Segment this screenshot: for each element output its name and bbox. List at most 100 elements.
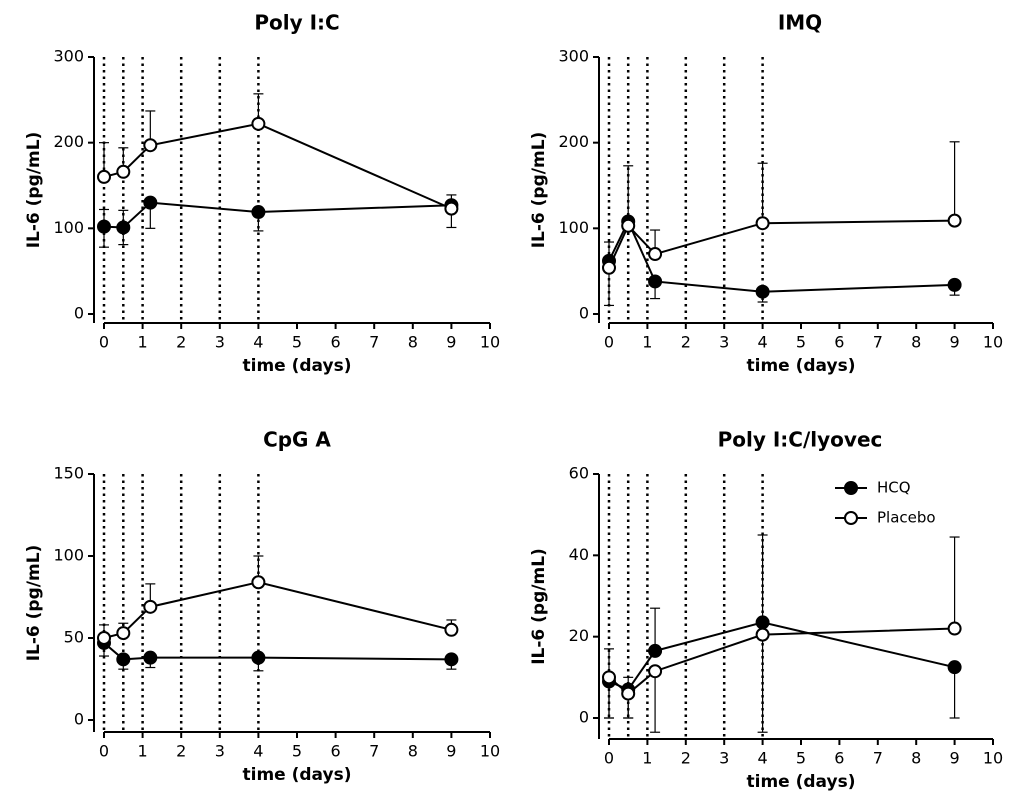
x-tick-label: 9 [950,333,960,352]
data-point-hcq [143,650,158,665]
data-point-hcq [755,284,770,299]
y-tick-label: 200 [558,132,589,151]
chart-title: Poly I:C/lyovec [718,428,883,452]
data-point-hcq [116,652,131,667]
y-tick-label: 200 [53,132,84,151]
x-tick-label: 2 [681,749,691,768]
x-tick-label: 3 [215,333,225,352]
y-tick-label: 0 [579,304,589,323]
data-point-hcq [251,205,266,220]
data-point-placebo [251,116,266,131]
series-line-placebo [608,219,955,269]
chart-title: IMQ [778,11,822,35]
data-point-placebo [621,218,636,233]
series-line-placebo [103,122,452,210]
y-tick-label: 300 [558,47,589,66]
x-tick-label: 3 [719,749,729,768]
data-point-placebo [116,626,131,641]
y-tick-label: 0 [579,708,589,727]
data-point-placebo [143,138,158,153]
y-axis-label: IL-6 (pg/mL) [24,545,44,662]
chart-title: Poly I:C [254,11,339,35]
chart-panel-2: IMQ 0 100 200 300 0 1 2 3 4 5 6 7 8 9 10 time (days) IL-6… [529,11,1003,377]
x-tick-label: 2 [681,333,691,352]
data-point-placebo [444,201,459,216]
y-tick-label: 50 [64,628,84,647]
x-tick-label: 1 [138,333,148,352]
x-tick-label: 8 [408,742,418,761]
y-tick-label: 0 [74,304,84,323]
data-point-hcq [143,195,158,210]
x-tick-label: 3 [719,333,729,352]
x-tick-label: 9 [446,333,456,352]
data-point-placebo [648,664,663,679]
legend-marker-hcq [844,481,858,495]
x-tick-label: 6 [331,333,341,352]
x-tick-label: 0 [99,742,109,761]
chart-panel-4: Poly I:C/lyovec 0 20 40 60 0 1 2 3 4 5 6 7 8 9 10 time (… [529,428,1003,793]
data-point-placebo [648,247,663,262]
x-tick-label: 1 [642,333,652,352]
y-tick-label: 100 [53,546,84,565]
x-axis-label: time (days) [243,765,352,785]
x-tick-label: 5 [292,333,302,352]
data-point-placebo [143,599,158,614]
x-tick-label: 4 [253,742,263,761]
legend-label-placebo: Placebo [877,509,936,527]
y-tick-label: 100 [558,218,589,237]
data-point-placebo [947,213,962,228]
x-tick-label: 1 [642,749,652,768]
x-tick-label: 7 [369,333,379,352]
legend: HCQ Placebo [835,479,936,527]
x-tick-label: 4 [253,333,263,352]
y-tick-label: 300 [53,47,84,66]
x-axis-label: time (days) [747,356,856,376]
data-point-placebo [251,575,266,590]
data-point-placebo [116,164,131,179]
data-point-hcq [755,615,770,630]
data-point-placebo [444,622,459,637]
x-tick-label: 3 [215,742,225,761]
chart-panel-1: Poly I:C 0 100 200 300 0 1 2 3 4 5 6 7 8 9 10 time (days… [24,11,500,377]
legend-marker-placebo [844,511,858,525]
x-tick-label: 7 [873,749,883,768]
x-tick-label: 5 [796,333,806,352]
data-point-placebo [755,627,770,642]
x-tick-label: 10 [983,333,1003,352]
y-axis-label: IL-6 (pg/mL) [24,132,44,249]
data-point-placebo [602,260,616,275]
data-point-placebo [602,670,616,685]
data-point-hcq [947,660,962,675]
series-line-hcq [608,621,955,691]
data-point-placebo [755,216,770,231]
x-tick-label: 5 [796,749,806,768]
y-axis-label: IL-6 (pg/mL) [529,132,549,249]
x-tick-label: 1 [138,742,148,761]
legend-label-hcq: HCQ [877,479,911,497]
data-point-hcq [648,643,663,658]
x-tick-label: 6 [834,333,844,352]
x-tick-label: 2 [176,742,186,761]
y-tick-label: 150 [53,464,84,483]
x-tick-label: 0 [99,333,109,352]
x-axis-label: time (days) [747,772,856,792]
y-tick-label: 20 [569,626,589,645]
series-line-placebo [608,627,955,695]
data-point-placebo [97,169,111,184]
x-tick-label: 9 [950,749,960,768]
x-tick-label: 10 [983,749,1003,768]
data-point-placebo [947,621,962,636]
x-tick-label: 7 [369,742,379,761]
data-point-hcq [116,220,131,235]
chart-panel-3: CpG A 0 50 100 150 0 1 2 3 4 5 6 7 8 9 10 time (days) IL-… [24,428,500,786]
x-tick-label: 9 [446,742,456,761]
x-tick-label: 0 [604,333,614,352]
y-axis-label: IL-6 (pg/mL) [529,548,549,665]
x-tick-label: 6 [331,742,341,761]
data-point-hcq [251,650,266,665]
x-tick-label: 6 [834,749,844,768]
x-tick-label: 5 [292,742,302,761]
x-tick-label: 10 [480,742,500,761]
x-axis-label: time (days) [243,356,352,376]
